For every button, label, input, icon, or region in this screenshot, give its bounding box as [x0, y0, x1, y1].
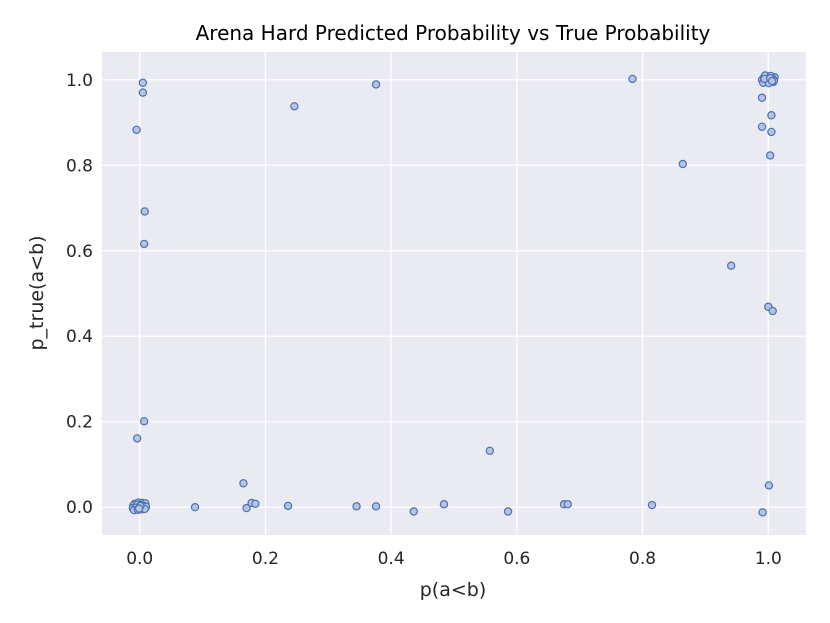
data-point — [132, 434, 142, 443]
data-point — [371, 80, 381, 89]
data-point — [134, 504, 144, 513]
data-point — [485, 446, 495, 455]
data-point — [409, 507, 418, 516]
data-point — [242, 503, 251, 513]
chart-title: Arena Hard Predicted Probability vs True… — [196, 21, 711, 45]
y-axis-label: p_true(a<b) — [26, 235, 48, 350]
data-point — [190, 503, 200, 512]
data-point — [628, 74, 637, 84]
data-point — [563, 500, 572, 509]
y-tick-label: 0.0 — [66, 498, 93, 518]
data-point — [503, 507, 513, 516]
data-point — [132, 125, 141, 134]
y-tick-label: 1.0 — [66, 71, 93, 91]
data-point — [290, 102, 299, 111]
x-tick-label: 0.2 — [252, 549, 279, 569]
data-point — [140, 207, 149, 216]
data-point — [139, 417, 149, 426]
y-tick-label: 0.8 — [66, 156, 93, 176]
data-point — [727, 261, 736, 270]
data-point — [758, 508, 767, 517]
y-tick-label: 0.2 — [66, 413, 93, 433]
x-axis-label: p(a<b) — [420, 579, 487, 601]
data-point — [139, 239, 149, 249]
data-point — [439, 500, 449, 509]
y-tick-label: 0.4 — [66, 327, 93, 347]
data-point — [767, 76, 777, 86]
data-point — [352, 502, 361, 511]
x-tick-label: 1.0 — [755, 549, 782, 569]
data-point — [767, 111, 776, 120]
data-point — [283, 501, 293, 511]
data-point — [138, 78, 148, 87]
data-point — [239, 479, 248, 488]
y-tick-label: 0.6 — [66, 242, 93, 262]
data-point — [768, 306, 777, 316]
y-tick-labels: 0.0 0.2 0.4 0.6 0.8 1.0 — [66, 71, 93, 518]
x-tick-label: 0.8 — [629, 549, 656, 569]
data-point — [765, 151, 775, 160]
x-tick-labels: 0.0 0.2 0.4 0.6 0.8 1.0 — [126, 549, 782, 569]
plot-background — [102, 52, 806, 535]
data-point — [647, 500, 657, 510]
data-point — [757, 93, 767, 102]
x-tick-label: 0.6 — [503, 549, 530, 569]
x-tick-label: 0.0 — [126, 549, 153, 569]
x-tick-label: 0.4 — [378, 549, 405, 569]
data-points — [128, 71, 779, 517]
data-point — [767, 127, 776, 137]
data-point — [678, 159, 688, 169]
data-point — [138, 88, 148, 97]
data-point — [371, 502, 381, 511]
data-point — [764, 481, 774, 490]
data-point — [757, 122, 767, 132]
data-point — [251, 499, 260, 508]
